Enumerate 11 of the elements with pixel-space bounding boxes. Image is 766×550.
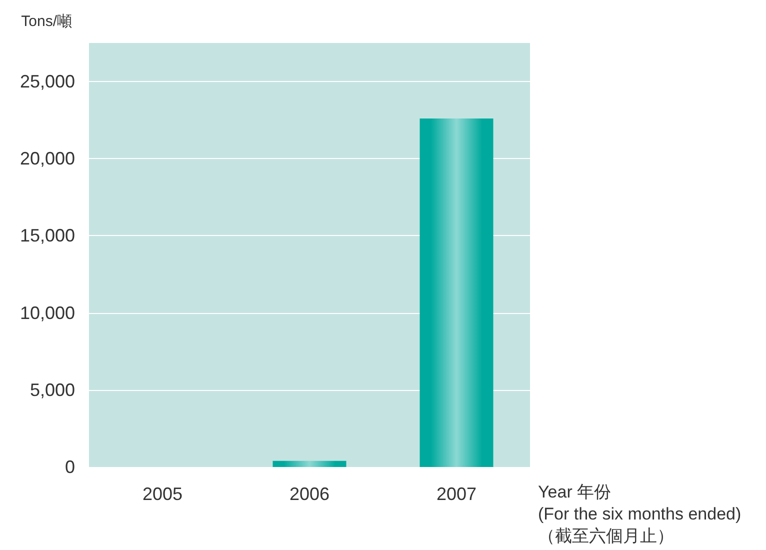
y-tick-label: 10,000 [20,302,75,323]
y-tick-label: 25,000 [20,72,75,92]
y-tick-label: 20,000 [20,148,75,169]
x-axis-title: Year 年份 (For the six months ended) （截至六個月止） [538,482,742,546]
x-tick-label: 2005 [142,484,183,504]
x-tick-label: 2006 [289,484,330,504]
y-axis-title: Tons/噸 [21,13,72,30]
x-tick-label: 2007 [436,484,477,504]
y-tick-label: 15,000 [20,226,75,246]
y-tick-label: 0 [64,457,75,477]
y-tick-label: 5,000 [30,380,75,400]
